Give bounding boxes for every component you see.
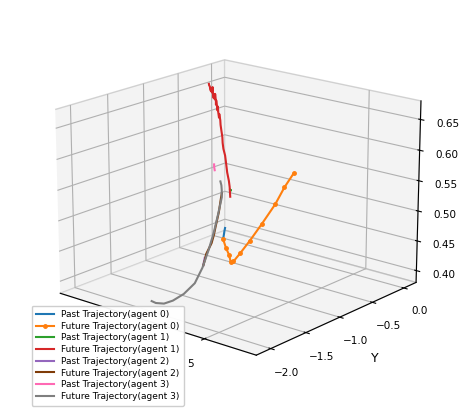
X-axis label: X: X <box>121 360 129 373</box>
Legend: Past Trajectory(agent 0), Future Trajectory(agent 0), Past Trajectory(agent 1), : Past Trajectory(agent 0), Future Traject… <box>32 306 184 406</box>
Y-axis label: Y: Y <box>371 352 378 365</box>
